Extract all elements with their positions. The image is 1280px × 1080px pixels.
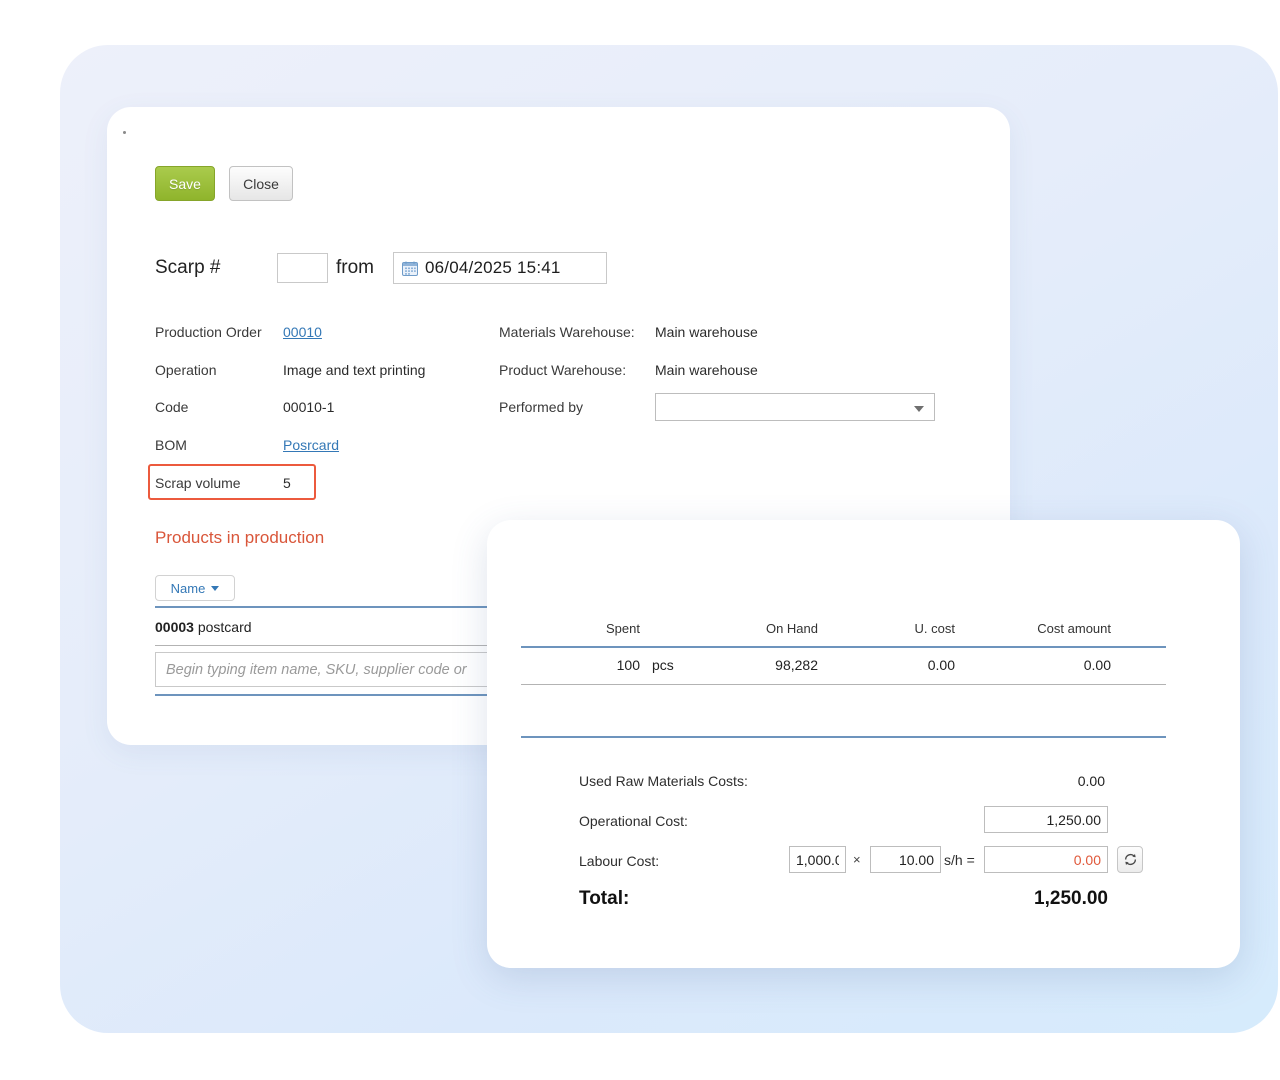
total-label: Total: bbox=[579, 888, 630, 909]
cell-u-cost: 0.00 bbox=[927, 657, 955, 673]
code-value: 00010-1 bbox=[283, 399, 335, 415]
operation-value: Image and text printing bbox=[283, 362, 426, 378]
field-label-scrap-volume: Scrap volume bbox=[155, 475, 241, 491]
products-section-title: Products in production bbox=[155, 528, 325, 547]
labour-rate-input[interactable] bbox=[789, 846, 846, 873]
column-header-cost-amount: Cost amount bbox=[1037, 621, 1111, 636]
raw-materials-cost-value: 0.00 bbox=[1077, 773, 1105, 789]
performed-by-select[interactable] bbox=[655, 393, 935, 421]
document-number-input[interactable] bbox=[277, 253, 328, 283]
costs-card: Spent On Hand U. cost Cost amount 100 pc… bbox=[487, 520, 1240, 968]
name-filter-button[interactable]: Name bbox=[155, 575, 235, 601]
field-label-code: Code bbox=[155, 399, 189, 415]
product-warehouse-value: Main warehouse bbox=[655, 362, 758, 378]
materials-warehouse-value: Main warehouse bbox=[655, 324, 758, 340]
scrap-volume-value: 5 bbox=[283, 475, 291, 491]
product-name: postcard bbox=[197, 619, 252, 635]
labour-unit-label: s/h = bbox=[944, 852, 975, 868]
operational-cost-label: Operational Cost: bbox=[579, 813, 688, 829]
product-code: 00003 bbox=[155, 619, 194, 635]
cell-on-hand: 98,282 bbox=[775, 657, 818, 673]
refresh-icon bbox=[1124, 853, 1136, 866]
calendar-icon bbox=[402, 261, 418, 276]
cell-unit: pcs bbox=[652, 657, 674, 673]
total-value: 1,250.00 bbox=[1034, 888, 1108, 909]
labour-result-input[interactable] bbox=[984, 846, 1108, 873]
chevron-down-icon bbox=[914, 406, 924, 412]
field-label-materials-warehouse: Materials Warehouse: bbox=[499, 324, 635, 340]
scrap-volume-highlight-box bbox=[148, 464, 316, 500]
datetime-field[interactable]: 06/04/2025 15:41 bbox=[393, 252, 607, 284]
labour-hours-input[interactable] bbox=[870, 846, 941, 873]
chevron-down-icon bbox=[211, 585, 220, 591]
column-header-spent: Spent bbox=[606, 621, 640, 636]
close-button[interactable]: Close bbox=[229, 166, 293, 201]
production-order-link[interactable]: 00010 bbox=[283, 324, 322, 340]
document-title: Scarp # bbox=[155, 257, 221, 278]
field-label-operation: Operation bbox=[155, 362, 217, 378]
divider-blue bbox=[521, 646, 1166, 648]
recalculate-button[interactable] bbox=[1117, 846, 1143, 873]
cell-cost-amount: 0.00 bbox=[1083, 657, 1111, 673]
operational-cost-input[interactable] bbox=[984, 806, 1108, 833]
bom-link[interactable]: Posrcard bbox=[283, 437, 340, 453]
product-row[interactable]: 00003 postcard bbox=[155, 619, 252, 635]
name-filter-label: Name bbox=[170, 580, 206, 596]
field-label-performed-by: Performed by bbox=[499, 399, 584, 415]
cell-spent: 100 bbox=[616, 657, 640, 673]
stray-dot bbox=[123, 131, 126, 134]
multiply-sign: × bbox=[853, 852, 861, 867]
raw-materials-cost-label: Used Raw Materials Costs: bbox=[579, 773, 748, 789]
from-label: from bbox=[336, 257, 374, 278]
save-button[interactable]: Save bbox=[155, 166, 215, 201]
divider-blue bbox=[521, 736, 1166, 738]
column-header-u-cost: U. cost bbox=[914, 621, 955, 636]
column-header-on-hand: On Hand bbox=[765, 621, 818, 636]
datetime-value: 06/04/2025 15:41 bbox=[425, 258, 561, 277]
labour-cost-label: Labour Cost: bbox=[579, 853, 660, 869]
field-label-bom: BOM bbox=[155, 437, 187, 453]
field-label-product-warehouse: Product Warehouse: bbox=[499, 362, 627, 378]
divider-gray bbox=[521, 684, 1166, 685]
field-label-production-order: Production Order bbox=[155, 324, 262, 340]
